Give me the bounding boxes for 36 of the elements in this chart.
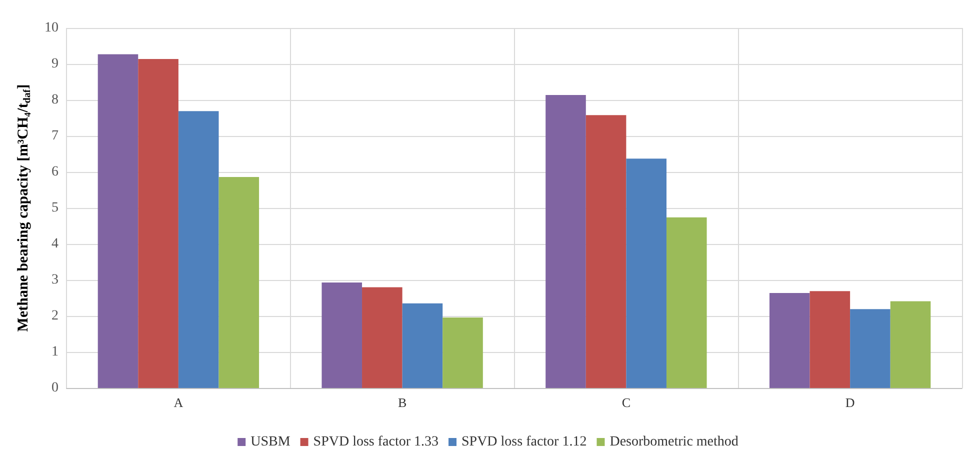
y-tick-label: 8 — [52, 92, 58, 108]
legend-label: SPVD loss factor 1.33 — [313, 434, 439, 450]
bar — [666, 217, 707, 388]
bar — [138, 58, 178, 388]
bar — [586, 115, 626, 388]
y-axis-title: Methane bearing capacity [m³CH₄/tdaf] — [16, 84, 33, 332]
x-tick-label: C — [622, 395, 631, 410]
bar — [769, 292, 810, 388]
y-tick-label: 3 — [52, 272, 58, 288]
bar — [850, 309, 890, 388]
bar — [218, 177, 260, 388]
y-tick-label: 9 — [52, 56, 58, 72]
bar — [890, 301, 931, 388]
x-tick-label: D — [845, 395, 855, 410]
x-tick-label: A — [174, 395, 184, 410]
y-tick-label: 0 — [52, 380, 58, 396]
bar — [546, 94, 586, 388]
legend-label: USBM — [250, 434, 291, 450]
x-tick-label: B — [398, 395, 407, 410]
y-tick-label: 5 — [52, 200, 58, 216]
bar — [362, 287, 402, 388]
bar — [98, 54, 138, 388]
y-tick-label: 4 — [52, 236, 58, 252]
legend-label: Desorbometric method — [610, 434, 738, 450]
bar — [442, 317, 483, 388]
legend-label: SPVD loss factor 1.12 — [462, 434, 587, 450]
bar — [402, 303, 443, 388]
y-tick-label: 1 — [52, 344, 58, 360]
bar — [178, 111, 219, 388]
y-tick-label: 10 — [44, 20, 58, 36]
bar — [626, 158, 666, 388]
y-tick-label: 6 — [52, 164, 58, 180]
bar — [810, 291, 850, 388]
y-tick-label: 2 — [52, 308, 58, 324]
y-tick-label: 7 — [52, 128, 58, 144]
bar — [322, 282, 362, 388]
